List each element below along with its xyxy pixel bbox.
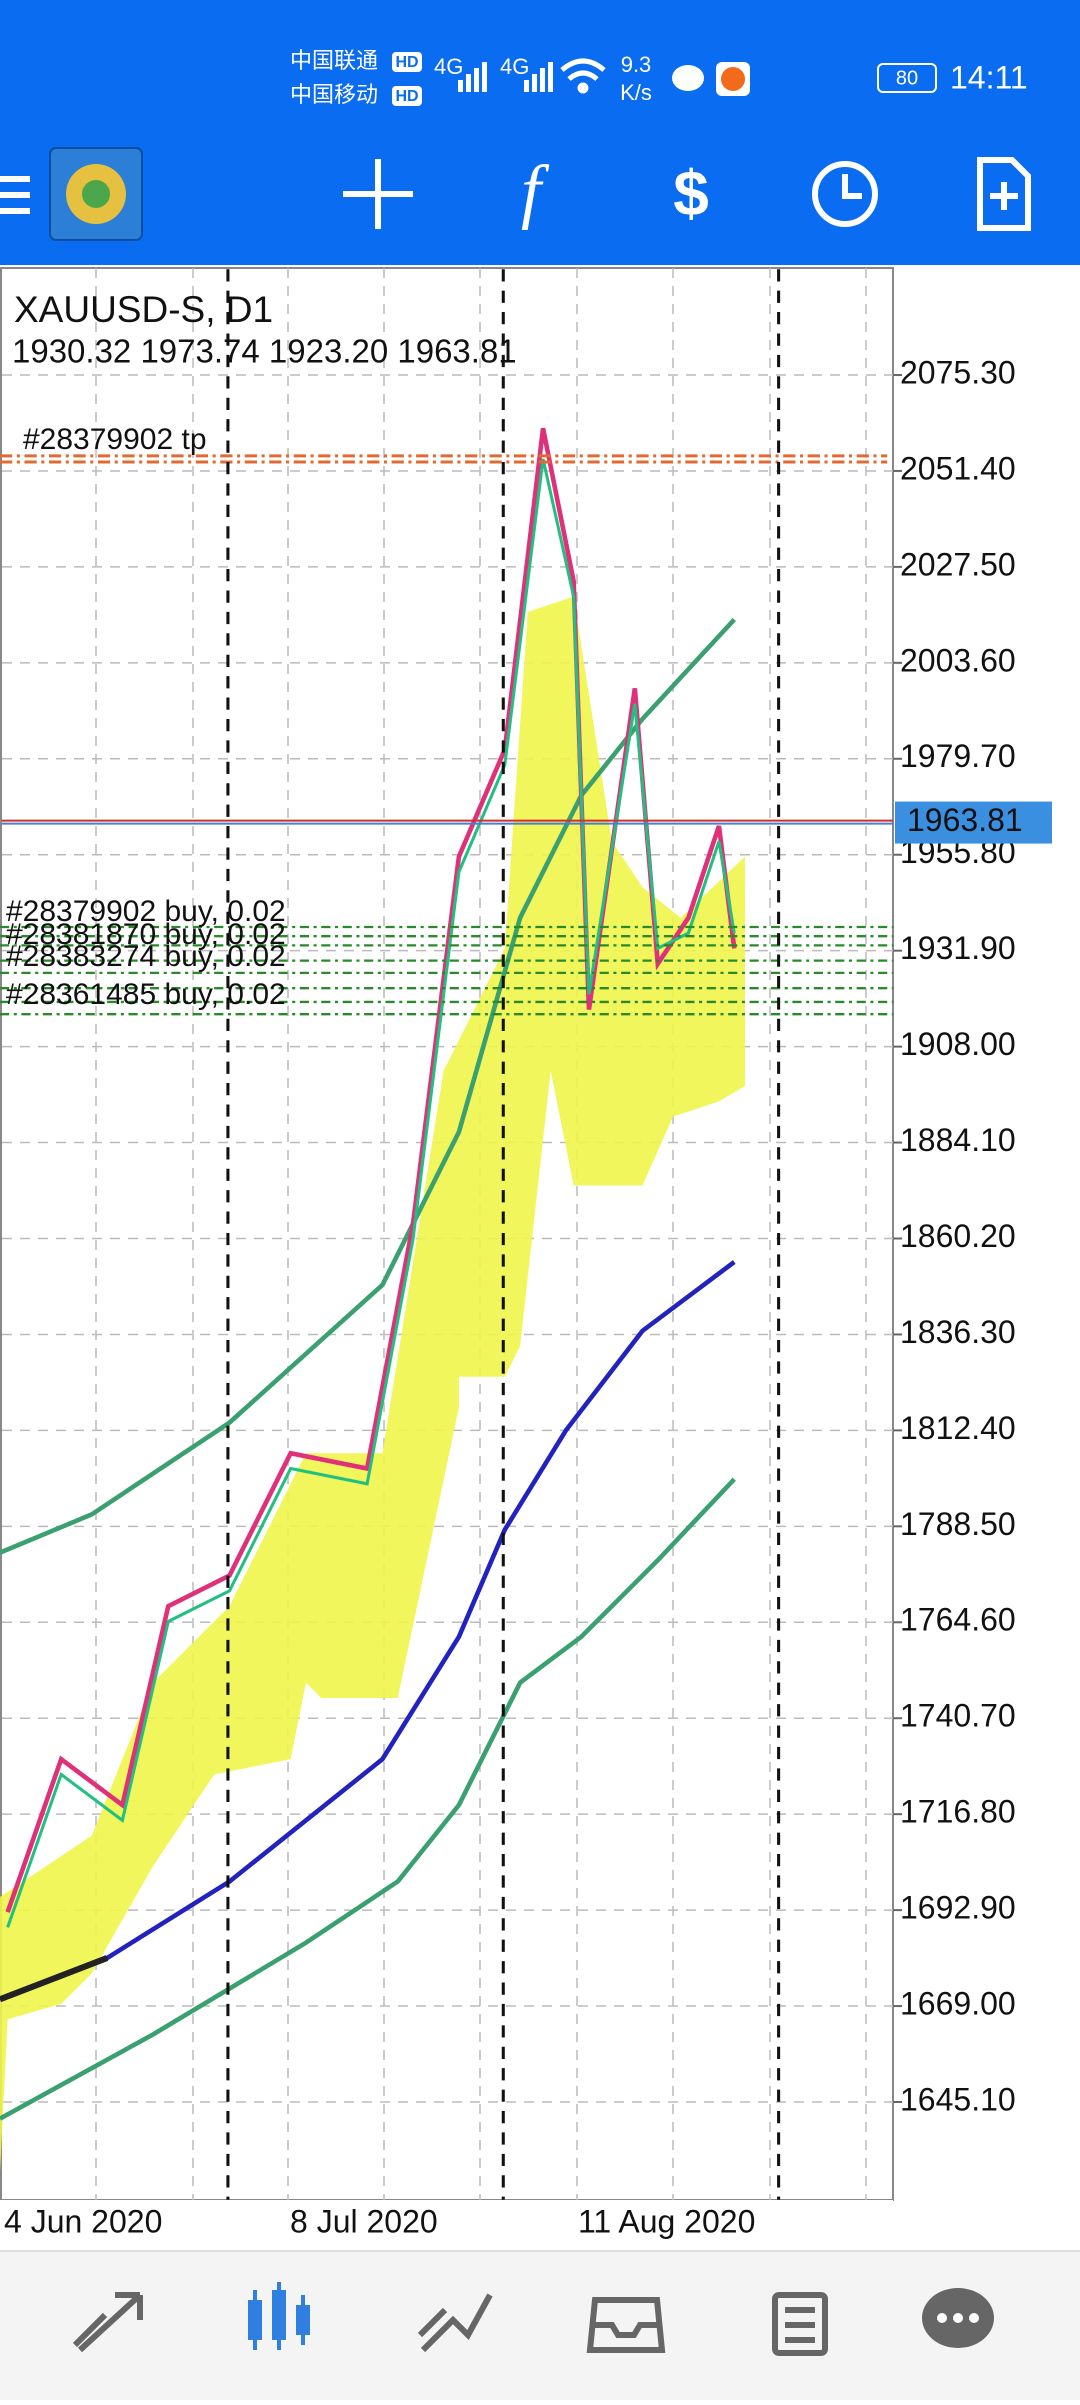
battery xyxy=(877,63,937,93)
hd-badge xyxy=(392,86,422,106)
carrier: 中国联通 xyxy=(290,48,378,73)
new-order-button[interactable] xyxy=(977,157,1031,231)
crosshair-button[interactable] xyxy=(343,159,413,229)
clock: 14:11 xyxy=(950,59,1028,95)
date-label: 8 Jul 2020 xyxy=(290,2203,438,2239)
carrier: 中国移动 xyxy=(290,82,378,107)
network: 4G xyxy=(434,54,463,79)
order-label: #28361485 buy, 0.02 xyxy=(6,978,286,1011)
price-label: 1860.20 xyxy=(900,1218,1016,1254)
history-tab[interactable] xyxy=(586,2297,666,2353)
quotes-tab[interactable] xyxy=(72,2292,143,2353)
price-trace xyxy=(5,427,737,1913)
ichimoku-cloud xyxy=(0,596,745,2173)
price-label: 2075.30 xyxy=(900,354,1016,390)
price-label: 1788.50 xyxy=(900,1506,1016,1542)
moving-average xyxy=(0,1955,109,2003)
moving-average xyxy=(0,1260,736,2002)
price-label: 1764.60 xyxy=(900,1602,1016,1638)
trade-tab[interactable] xyxy=(417,2293,493,2353)
ohlc: 1930.32 1973.74 1923.20 1963.81 xyxy=(12,333,517,370)
price-label: 1884.10 xyxy=(900,1122,1016,1158)
speed-unit: K/s xyxy=(620,80,652,105)
chart-tab[interactable] xyxy=(248,2282,310,2350)
price-label: 1836.30 xyxy=(900,1314,1016,1350)
news-tab[interactable] xyxy=(772,2292,828,2356)
hd: HD xyxy=(395,88,418,105)
date-axis-bg xyxy=(0,2200,893,2250)
price-label: 1692.90 xyxy=(900,1890,1016,1926)
price-label: 1908.00 xyxy=(900,1026,1016,1062)
price-label: 1931.90 xyxy=(900,930,1016,966)
price-label: 1669.00 xyxy=(900,1986,1016,2022)
chat-tab[interactable] xyxy=(922,2288,994,2348)
menu-button[interactable] xyxy=(0,176,30,214)
tp-label: #28379902 tp xyxy=(23,423,207,456)
symbol: XAUUSD-S, D1 xyxy=(14,289,273,330)
trade-button[interactable]: $ xyxy=(673,157,709,229)
price-label: 1812.40 xyxy=(900,1410,1016,1446)
header-bg xyxy=(0,0,1080,265)
network: 4G xyxy=(500,54,529,79)
current-price-box xyxy=(895,801,1052,844)
mt4-logo xyxy=(82,180,110,208)
hd: HD xyxy=(395,54,418,71)
signal xyxy=(524,62,553,92)
band-upper xyxy=(0,617,736,1555)
order-label: #28383274 buy, 0.02 xyxy=(6,940,286,973)
price-label: 2027.50 xyxy=(900,546,1016,582)
current-price-label: 1963.81 xyxy=(907,802,1023,838)
price-label: 1740.70 xyxy=(900,1698,1016,1734)
period-separator xyxy=(226,269,781,2200)
speed: 9.3 xyxy=(621,52,652,77)
date-label: 4 Jun 2020 xyxy=(4,2203,162,2239)
order-label: #28381870 buy, 0.02 xyxy=(6,918,286,951)
date-label: 11 Aug 2020 xyxy=(578,2203,755,2239)
price-label: 1979.70 xyxy=(900,738,1016,774)
signal xyxy=(458,62,487,92)
wifi xyxy=(560,58,606,94)
price-label: 2003.60 xyxy=(900,642,1016,678)
app-icon xyxy=(721,67,745,91)
timeframe-button[interactable] xyxy=(812,161,878,227)
hd-badge xyxy=(392,52,422,72)
indicators xyxy=(0,269,894,2200)
order-lines xyxy=(0,925,894,1016)
wechat-icon xyxy=(672,65,704,91)
price-trace xyxy=(6,458,736,1928)
price-label: 2051.40 xyxy=(900,450,1016,486)
price-label: 1645.10 xyxy=(900,2081,1016,2117)
bottom-nav xyxy=(0,2250,1080,2400)
battery-level: 80 xyxy=(896,67,918,89)
band-lower xyxy=(0,1477,736,2121)
order-label: #28379902 buy, 0.02 xyxy=(6,895,286,928)
price-label: 1716.80 xyxy=(900,1794,1016,1830)
